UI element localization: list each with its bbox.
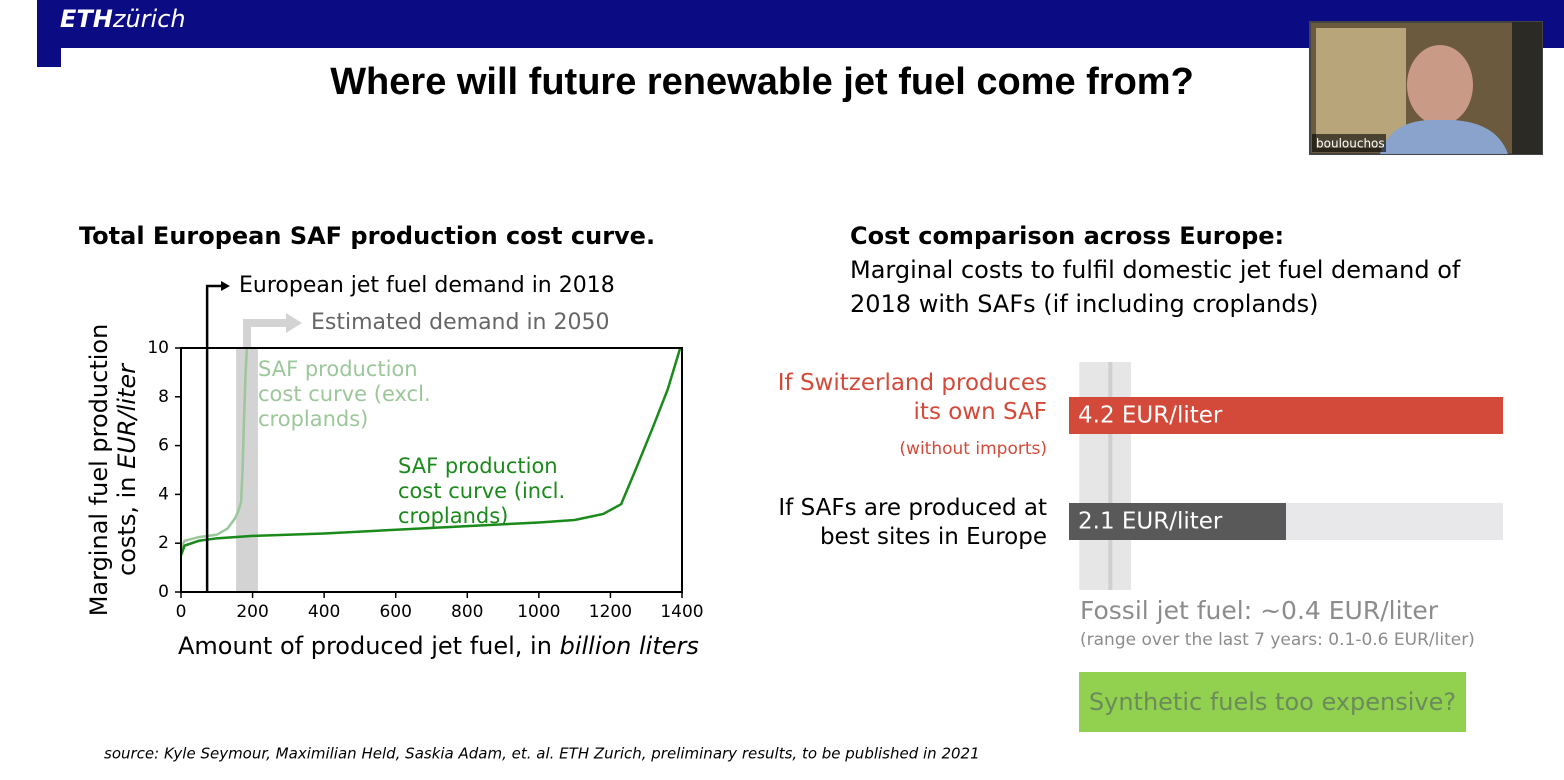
webcam-shirt	[1380, 119, 1508, 154]
demand-2018-arrowhead	[221, 281, 230, 291]
x-tick-label: 600	[379, 602, 411, 622]
source: source: Kyle Seymour, Maximilian Held, S…	[104, 745, 980, 763]
webcam-wall	[1316, 28, 1406, 148]
chart-title: Total European SAF production cost curve…	[79, 222, 655, 250]
y-tick-label: 10	[147, 338, 169, 358]
curve-label-line: cost curve (excl.	[258, 382, 431, 406]
x-tick-label: 1200	[589, 602, 632, 622]
slide-title: Where will future renewable jet fuel com…	[330, 61, 1194, 103]
fossil-label: Fossil jet fuel: ~0.4 EUR/liter	[1080, 596, 1439, 625]
cost-curve	[179, 347, 249, 549]
webcam-face	[1407, 45, 1473, 125]
y-axis-line1: Marginal fuel production	[85, 324, 113, 617]
x-tick-label: 1000	[517, 602, 560, 622]
demand-2018-line	[205, 284, 222, 592]
category-note: (without imports)	[899, 439, 1047, 459]
logo-rest: zürich	[112, 5, 186, 33]
demand-2050-band	[236, 348, 258, 592]
x-axis-unit: billion liters	[560, 632, 699, 660]
curve-label-line: SAF production	[398, 454, 558, 478]
y-tick-label: 6	[158, 436, 169, 456]
demand-2050-arrowhead	[286, 313, 302, 333]
plot-frame	[180, 347, 683, 593]
demand-2018-label: European jet fuel demand in 2018	[239, 273, 615, 298]
logo: ETHzürich	[60, 5, 186, 33]
x-tick-label: 0	[176, 602, 187, 622]
y-tick-label: 0	[158, 582, 169, 602]
demand-2050-arrow	[243, 319, 288, 348]
webcam-name: boulouchos	[1316, 137, 1385, 151]
y-axis-text: costs, in	[113, 477, 141, 576]
category-label: If SAFs are produced at best sites in Eu…	[778, 495, 1047, 550]
demand-2050-label: Estimated demand in 2050	[311, 310, 609, 335]
y-tick-label: 4	[158, 484, 169, 504]
header-notch	[37, 48, 61, 67]
curve-label-line: cost curve (incl.	[398, 479, 565, 503]
curve-label-line: SAF production	[258, 357, 418, 381]
bar	[1069, 503, 1286, 540]
bar-value-label: 4.2 EUR/liter	[1078, 403, 1223, 429]
y-axis-unit: EUR/liter	[113, 362, 141, 469]
question-box: Synthetic fuels too expensive?	[1079, 672, 1466, 732]
y-axis-label: Marginal fuel production costs, in EUR/l…	[85, 324, 141, 617]
y-axis-line2: costs, in EUR/liter	[113, 362, 141, 576]
fossil-note: (range over the last 7 years: 0.1-0.6 EU…	[1080, 630, 1475, 650]
curve-label-line: croplands)	[398, 504, 508, 528]
comparison-title: Cost comparison across Europe:	[850, 222, 1284, 250]
webcam-label-bg	[1312, 134, 1386, 152]
x-tick-label: 1400	[660, 602, 703, 622]
y-tick-label: 8	[158, 387, 169, 407]
curve-label: SAF production cost curve (excl. croplands…	[258, 357, 431, 431]
webcam-door	[1512, 22, 1542, 154]
x-axis-text: Amount of produced jet fuel, in	[178, 632, 552, 660]
comparison-subtitle: 2018 with SAFs (if including croplands)	[850, 290, 1318, 318]
bar	[1069, 397, 1503, 434]
fossil-range-band	[1079, 362, 1131, 590]
curve-label: SAF production cost curve (incl. croplands…	[398, 454, 565, 528]
curve-label-line: croplands)	[258, 407, 368, 431]
category-label: If Switzerland produces its own SAF	[777, 370, 1047, 425]
logo-bold: ETH	[60, 5, 113, 33]
x-tick-label: 800	[451, 602, 483, 622]
webcam: boulouchos	[1309, 21, 1543, 155]
x-tick-label: 400	[308, 602, 340, 622]
bar-value-label: 2.1 EUR/liter	[1078, 509, 1223, 535]
comparison-subtitle: Marginal costs to fulfil domestic jet fu…	[850, 256, 1461, 284]
x-tick-label: 200	[236, 602, 268, 622]
x-axis-label: Amount of produced jet fuel, in billion …	[178, 632, 699, 660]
y-tick-label: 2	[158, 533, 169, 553]
